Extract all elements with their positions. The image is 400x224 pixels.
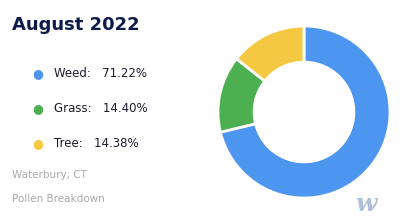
Text: w: w	[355, 192, 377, 216]
Text: Waterbury, CT: Waterbury, CT	[12, 170, 87, 180]
Text: August 2022: August 2022	[12, 16, 140, 34]
Text: Tree:   14.38%: Tree: 14.38%	[54, 137, 139, 150]
Wedge shape	[218, 59, 265, 132]
Wedge shape	[220, 26, 390, 198]
Wedge shape	[236, 26, 304, 81]
Text: ●: ●	[32, 67, 43, 80]
Text: Weed:   71.22%: Weed: 71.22%	[54, 67, 147, 80]
Text: ●: ●	[32, 102, 43, 115]
Text: Pollen Breakdown: Pollen Breakdown	[12, 194, 105, 204]
Text: Grass:   14.40%: Grass: 14.40%	[54, 102, 148, 115]
Text: ●: ●	[32, 137, 43, 150]
